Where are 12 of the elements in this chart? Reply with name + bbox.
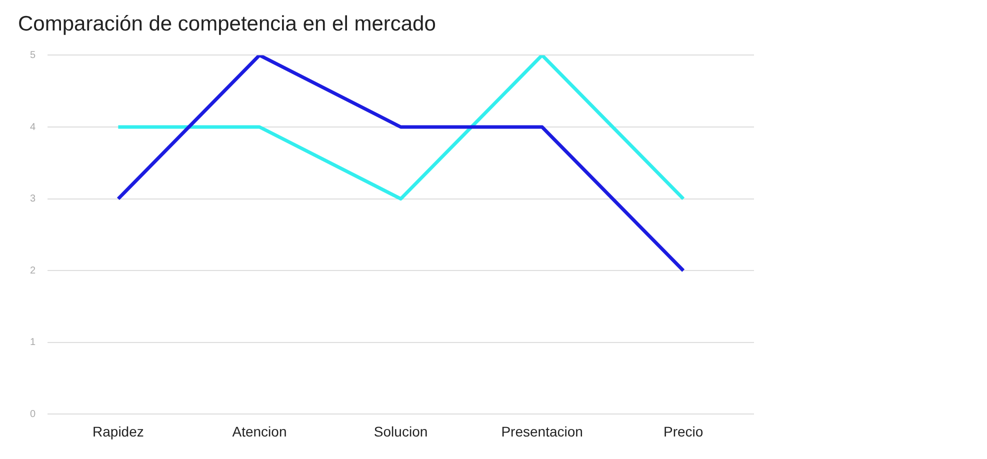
y-tick-label: 5 <box>30 50 36 61</box>
x-tick-label: Presentacion <box>501 423 583 440</box>
y-tick-label: 3 <box>30 194 36 205</box>
x-tick-label: Precio <box>664 423 704 440</box>
y-tick-label: 1 <box>30 337 36 348</box>
x-tick-label: Rapidez <box>92 423 144 440</box>
x-tick-label: Solucion <box>374 423 428 440</box>
y-tick-label: 4 <box>30 122 36 133</box>
y-tick-label: 2 <box>30 265 36 276</box>
y-tick-label: 0 <box>30 408 36 420</box>
x-tick-label: Atencion <box>232 423 287 440</box>
chart-title: Comparación de competencia en el mercado <box>18 12 436 36</box>
